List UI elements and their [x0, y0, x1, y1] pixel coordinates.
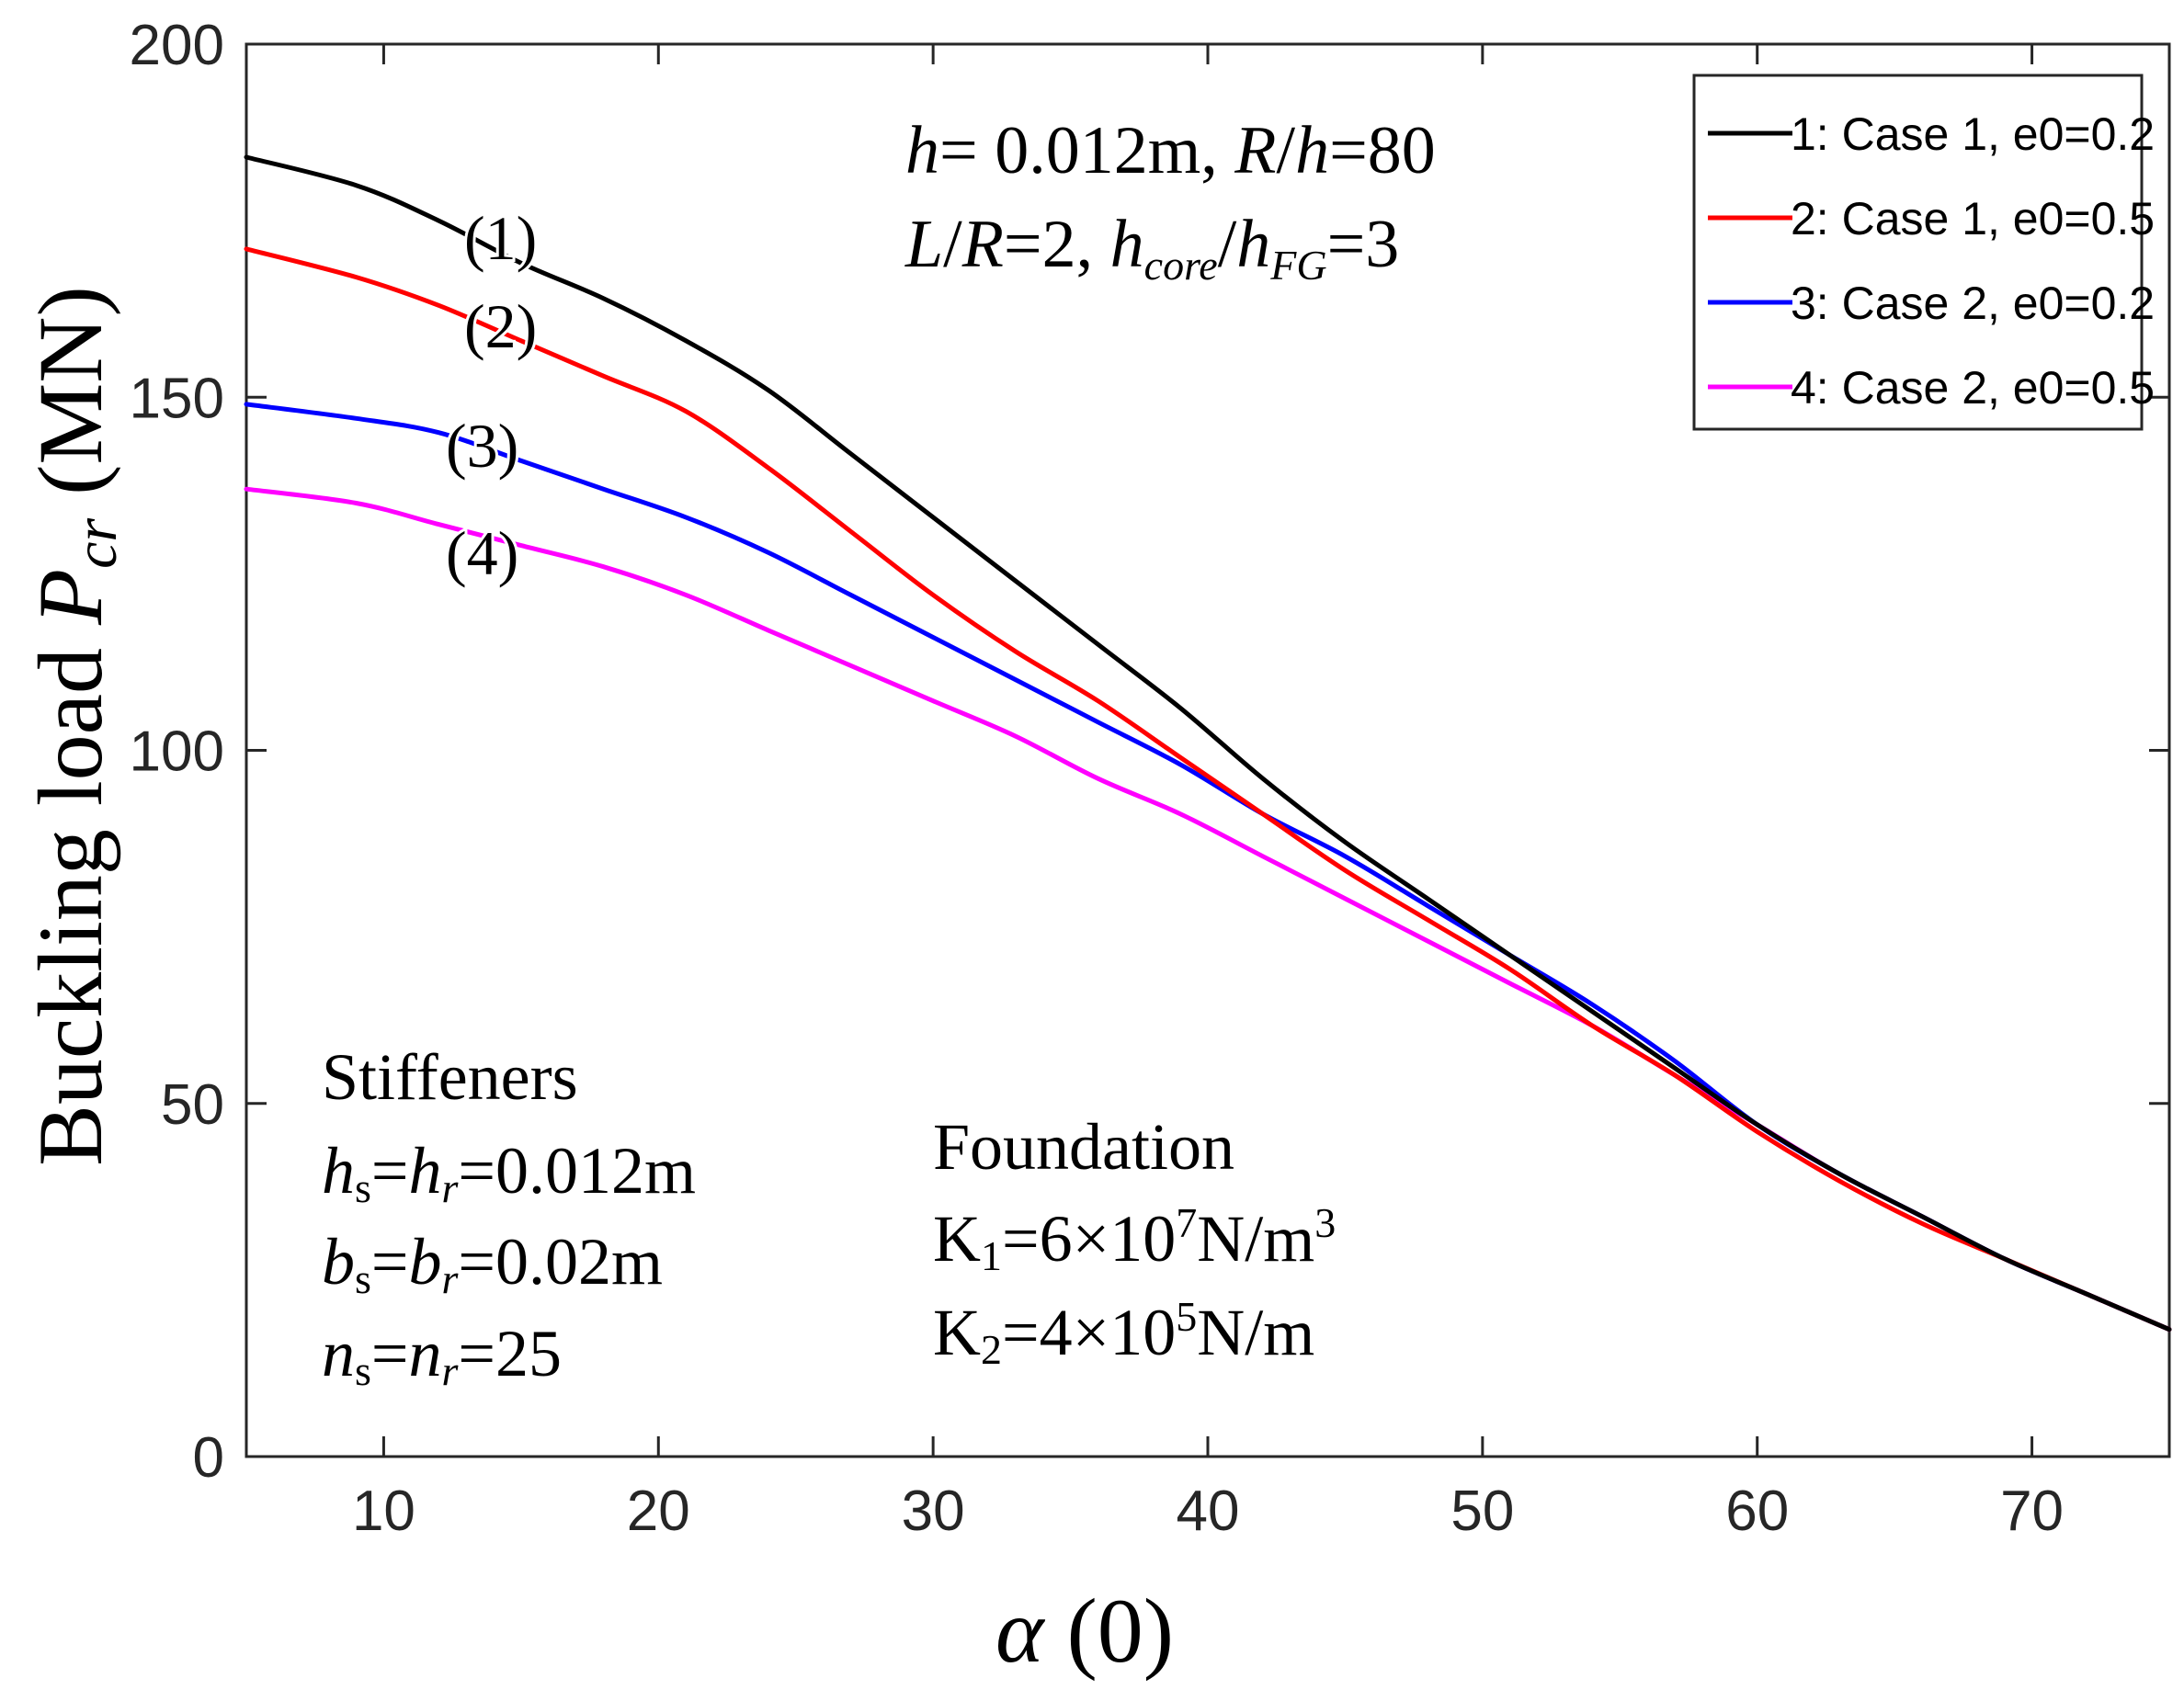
x-tick-label-20: 20: [627, 1480, 690, 1543]
y-axis-ticks: 0 50 100 150 200: [130, 14, 2169, 1490]
legend-label-3: 3: Case 2, e0=0.2: [1791, 278, 2155, 329]
legend-label-4: 4: Case 2, e0=0.5: [1791, 362, 2155, 414]
k1-unit: N/m: [1197, 1202, 1314, 1276]
stiff1-b-sub: r: [442, 1164, 460, 1211]
param-slash-3: /: [1218, 207, 1237, 282]
k2-exp: 5: [1176, 1293, 1197, 1340]
x-tick-label-60: 60: [1725, 1480, 1789, 1543]
param-hfg-symbol: h: [1236, 207, 1270, 282]
k1-pre: =6×10: [1002, 1202, 1176, 1276]
y-tick-label-150: 150: [130, 367, 224, 430]
y-tick-label-0: 0: [193, 1426, 224, 1490]
y-label-main: Buckling load: [19, 648, 121, 1166]
stiffeners-line-1: hs=hr=0.012m: [322, 1134, 696, 1211]
x-tick-label-70: 70: [2000, 1480, 2064, 1543]
param-r-symbol: R: [1234, 113, 1276, 188]
stiff2-eq: =: [371, 1225, 409, 1298]
stiff1-eq: =: [371, 1134, 409, 1208]
curve-label-4: (4): [446, 518, 518, 588]
stiff2-b-sub: r: [442, 1255, 460, 1302]
k1-sub: 1: [981, 1232, 1002, 1279]
x-tick-label-40: 40: [1177, 1480, 1240, 1543]
x-tick-label-30: 30: [902, 1480, 965, 1543]
param-l-symbol: L: [904, 207, 943, 282]
legend-label-2: 2: Case 1, e0=0.5: [1791, 193, 2155, 244]
x-label-symbol: α: [995, 1580, 1046, 1682]
k2-sub: 2: [981, 1326, 1002, 1373]
y-label-symbol: P: [19, 569, 121, 626]
x-label-unit: (0): [1066, 1580, 1174, 1682]
legend-label-1: 1: Case 1, e0=0.2: [1791, 108, 2155, 160]
x-tick-label-10: 10: [352, 1480, 415, 1543]
stiff3-a-sub: s: [355, 1347, 371, 1394]
param-lr-value: =2,: [1004, 207, 1110, 282]
k2-pre: =4×10: [1002, 1296, 1176, 1369]
foundation-title: Foundation: [933, 1110, 1234, 1184]
foundation-k1: K1=6×107N/m3: [933, 1199, 1336, 1279]
k2-sym: K: [933, 1296, 981, 1369]
param-hcore-symbol: h: [1110, 207, 1144, 282]
y-tick-label-200: 200: [130, 14, 224, 77]
param-h-symbol: h: [905, 113, 939, 188]
stiff1-b: h: [409, 1134, 442, 1208]
param-hcore-sub: core: [1144, 242, 1218, 289]
stiff3-b-sub: r: [442, 1347, 460, 1394]
stiff2-val: =0.02m: [458, 1225, 663, 1298]
curve-label-3: (3): [446, 411, 518, 481]
param-slash-2: /: [943, 207, 962, 282]
stiff1-a: h: [322, 1134, 355, 1208]
param-h-value: = 0.012m,: [939, 113, 1234, 188]
curve-label-2: (2): [464, 291, 537, 361]
curve-label-1: (1): [464, 203, 537, 273]
x-axis-ticks: 10 20 30 40 50 60 70: [352, 44, 2064, 1543]
params-line-2: L/R=2, hcore/hFG=3: [904, 207, 1399, 289]
k1-exp: 7: [1176, 1199, 1197, 1246]
stiff1-val: =0.012m: [458, 1134, 696, 1208]
series-line-1: [244, 154, 2172, 1332]
foundation-k2: K2=4×105N/m: [933, 1293, 1314, 1373]
stiff3-b: n: [409, 1317, 442, 1390]
k2-unit: N/m: [1197, 1296, 1314, 1369]
param-h-symbol-2: h: [1295, 113, 1329, 188]
k1-unit-exp: 3: [1314, 1199, 1336, 1246]
stiffeners-line-3: ns=nr=25: [322, 1317, 562, 1394]
param-r-symbol-2: R: [961, 207, 1004, 282]
y-tick-label-50: 50: [161, 1073, 224, 1137]
y-tick-label-100: 100: [130, 720, 224, 784]
params-line-1: h= 0.012m, R/h=80: [905, 113, 1436, 188]
k1-sym: K: [933, 1202, 981, 1276]
legend: 1: Case 1, e0=0.2 2: Case 1, e0=0.5 3: Cas…: [1692, 74, 2155, 431]
param-slash: /: [1277, 113, 1296, 188]
x-tick-label-50: 50: [1450, 1480, 1514, 1543]
param-hfg-sub: FG: [1269, 242, 1326, 289]
stiffeners-title: Stiffeners: [322, 1040, 578, 1114]
stiffeners-line-2: bs=br=0.02m: [322, 1225, 663, 1302]
y-label-unit: (MN): [19, 286, 121, 495]
param-rh-value: =80: [1329, 113, 1436, 188]
stiff3-a: n: [322, 1317, 355, 1390]
series-lines: [244, 154, 2172, 1332]
stiff3-eq: =: [371, 1317, 409, 1390]
stiff3-val: =25: [458, 1317, 562, 1390]
series-line-2: [244, 246, 2172, 1332]
stiff2-b: b: [409, 1225, 442, 1298]
y-label-sub: cr: [63, 518, 130, 569]
stiff2-a: b: [322, 1225, 355, 1298]
param-ratio-value: =3: [1327, 207, 1400, 282]
x-axis-label: α (0): [995, 1580, 1174, 1682]
stiff1-a-sub: s: [355, 1164, 371, 1211]
y-axis-label: Buckling load Pcr (MN): [19, 286, 130, 1166]
stiff2-a-sub: s: [355, 1255, 371, 1302]
